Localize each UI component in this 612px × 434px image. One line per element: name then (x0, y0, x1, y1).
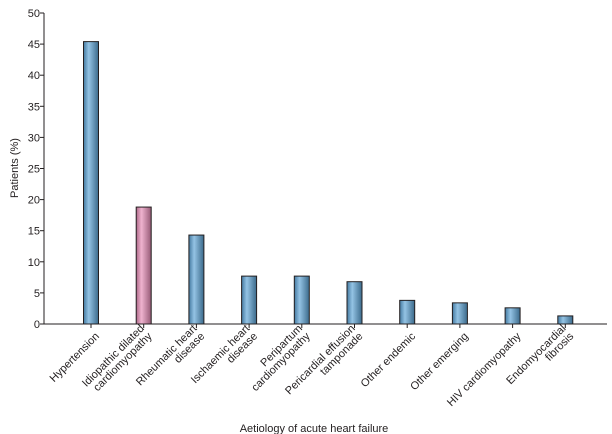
y-tick-label: 0 (34, 319, 40, 331)
bar (83, 41, 99, 325)
y-axis-title: Patients (%) (9, 138, 21, 198)
y-tick-label: 30 (28, 132, 40, 144)
x-category-label: Other endemic (359, 330, 419, 390)
y-tick-label: 10 (28, 257, 40, 269)
y-tick-label: 25 (28, 164, 40, 176)
y-tick-label: 50 (28, 8, 40, 20)
bar (504, 307, 521, 325)
bar (451, 302, 468, 325)
bar (188, 234, 205, 325)
bar (346, 281, 363, 325)
y-tick-label: 35 (28, 101, 40, 113)
y-tick-label: 5 (34, 288, 40, 300)
y-tick-label: 15 (28, 226, 40, 238)
bar (241, 275, 258, 325)
x-axis-title: Aetiology of acute heart failure (240, 423, 389, 434)
bar (557, 315, 574, 325)
bar (293, 275, 310, 325)
y-tick-label: 20 (28, 195, 40, 207)
bar (399, 299, 416, 325)
y-tick-label: 40 (28, 70, 40, 82)
bar (135, 206, 152, 325)
bars (83, 41, 574, 325)
x-axis (44, 323, 607, 328)
y-tick-label: 45 (28, 39, 40, 51)
y-axis: 0 5 10 15 20 25 30 35 40 45 50 (28, 8, 45, 331)
